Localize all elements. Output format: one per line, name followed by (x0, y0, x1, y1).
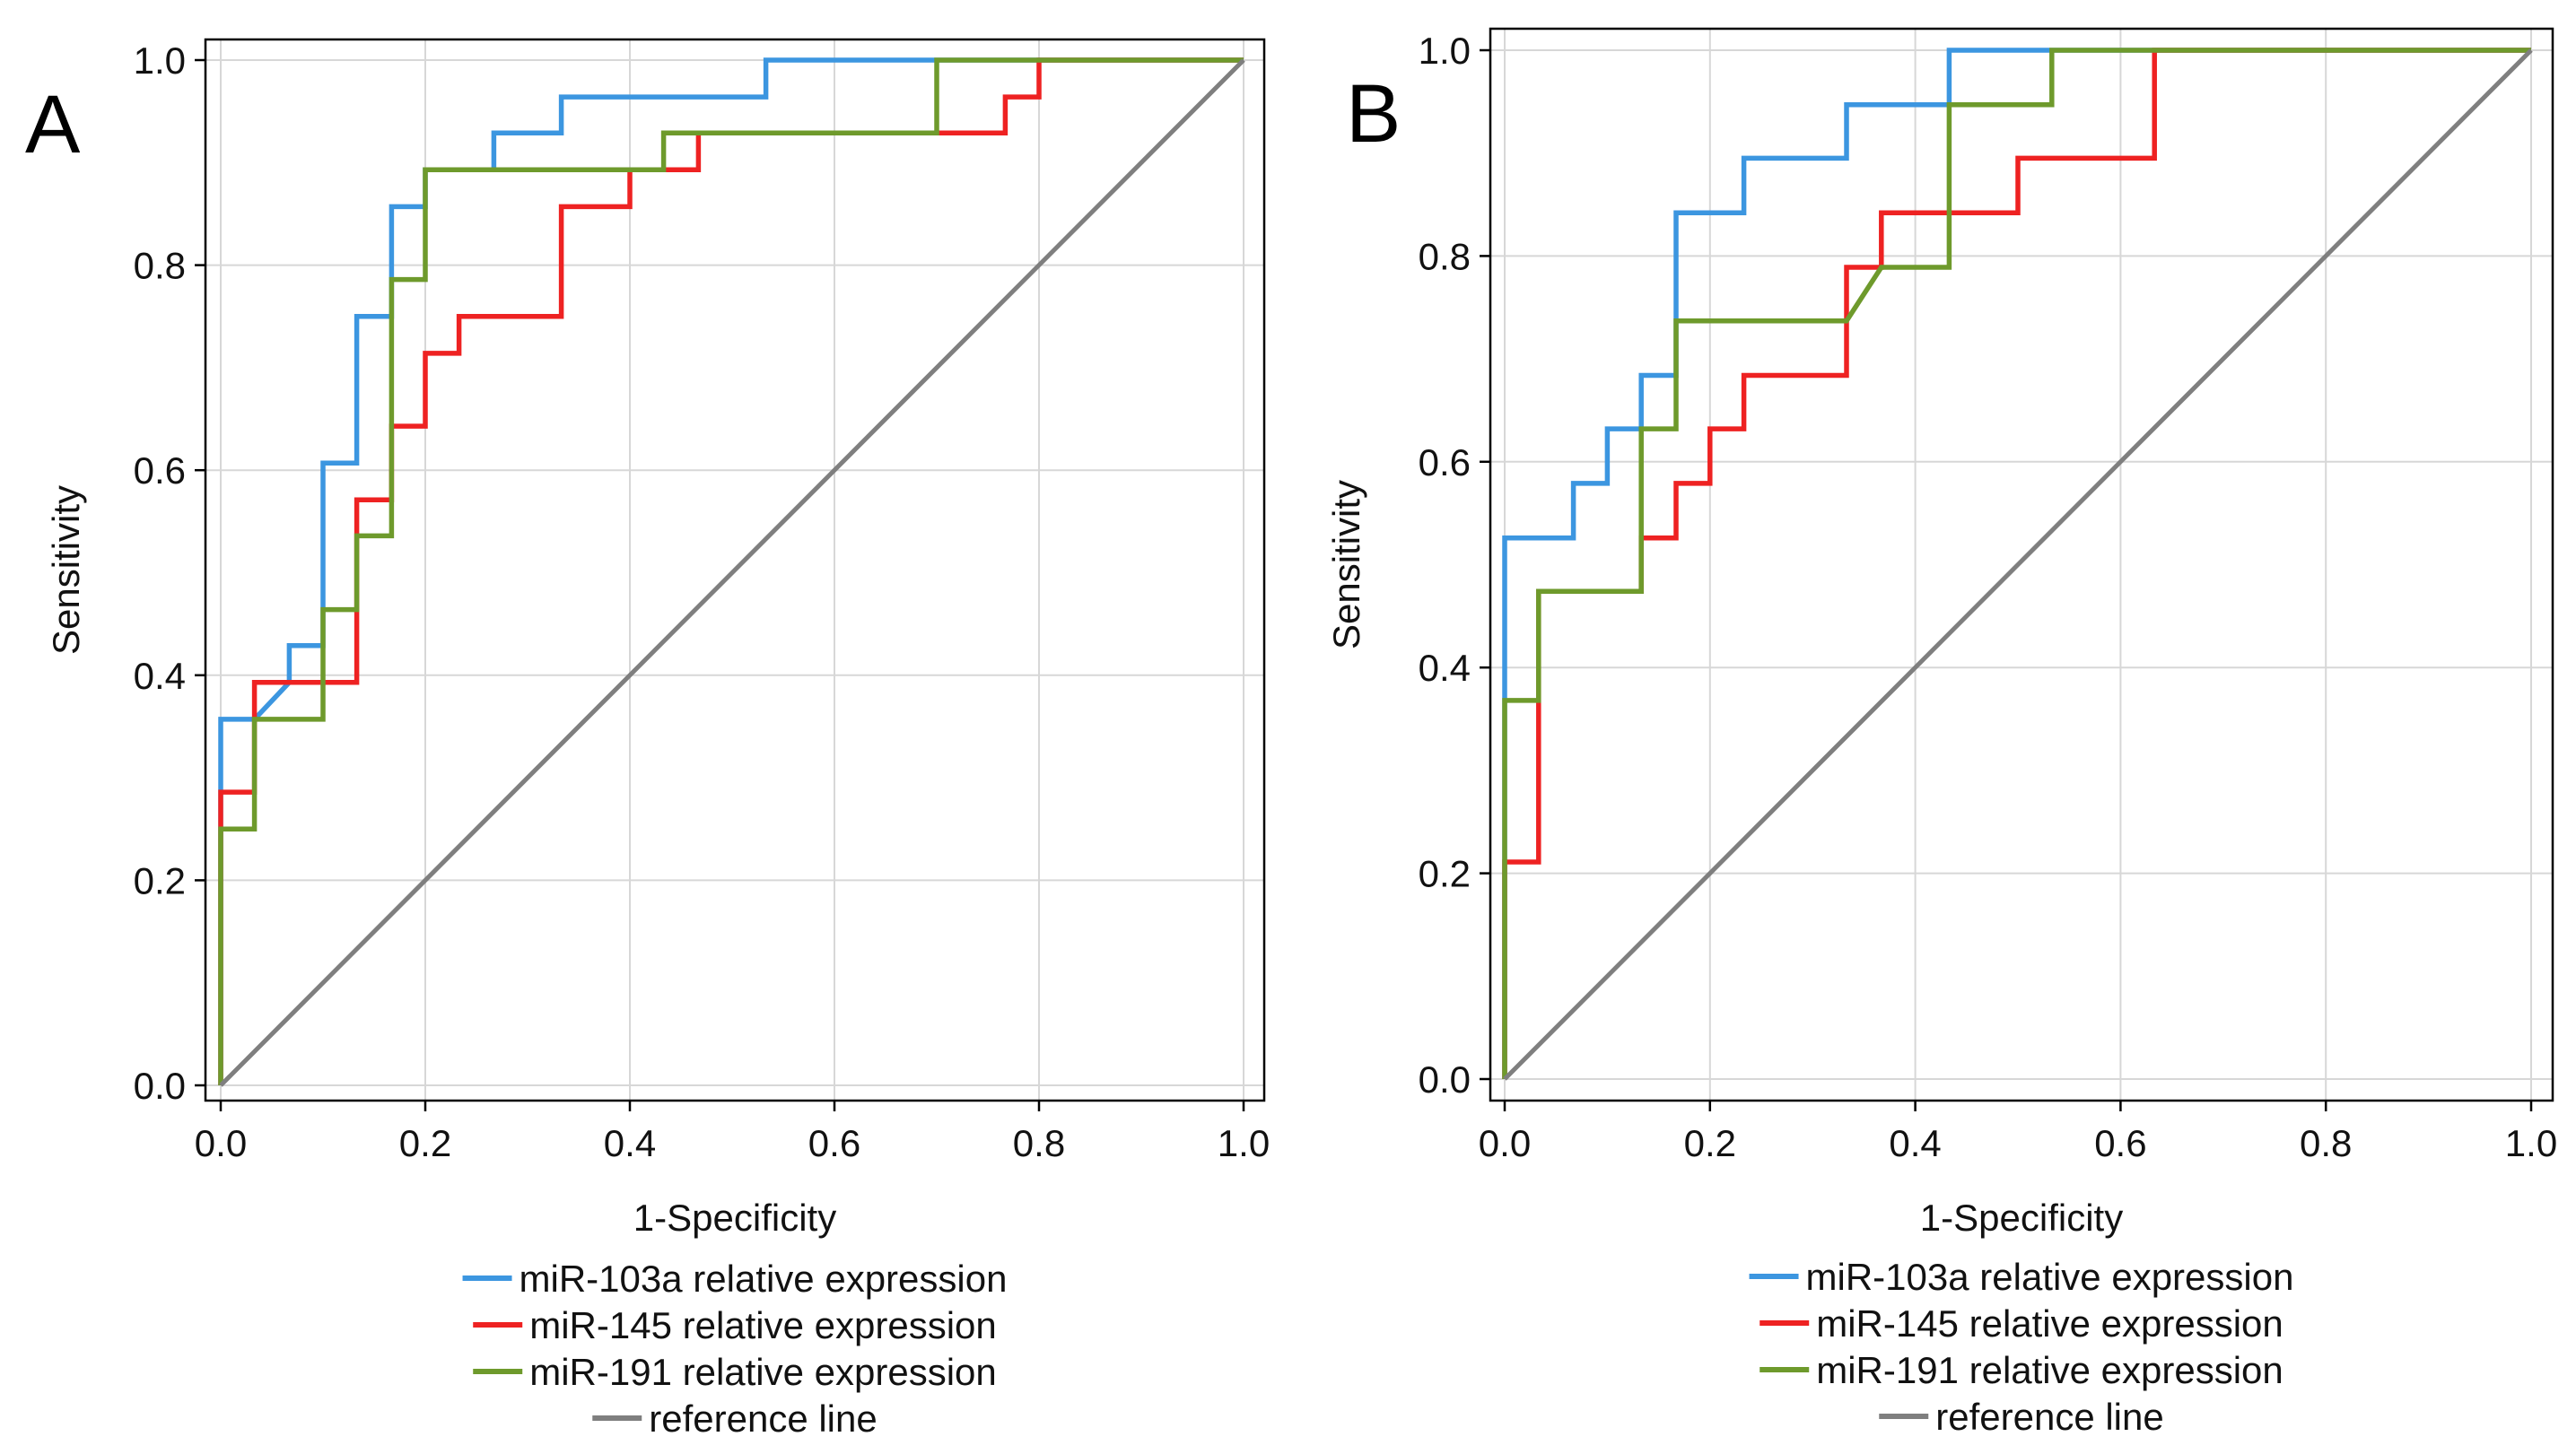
chart-panel-a: 0.00.0 0.2 0.2 0.4 0.4 0.6 0.6 0.8 0.8 1.0 1.0 1-Sp… (25, 38, 1270, 1440)
y-tick-label: 1.0 (134, 39, 186, 82)
legend-item: miR-191 relative expression (473, 1351, 997, 1393)
x-tick-label: 0.6 (2094, 1122, 2146, 1164)
legend-label: miR-103a relative expression (520, 1258, 1008, 1300)
legend-label: miR-145 relative expression (529, 1304, 997, 1346)
x-axis-label: 1-Specificity (1920, 1197, 2123, 1239)
legend-item: miR-145 relative expression (473, 1304, 997, 1346)
series-line-mir191 (218, 57, 1244, 1085)
x-tick-label: 0.2 (1684, 1122, 1736, 1164)
panel-letter: A (25, 79, 81, 170)
x-tick-label: 0.4 (604, 1122, 656, 1164)
y-tick-label: 0.8 (1419, 235, 1471, 277)
y-tick-label: 1.0 (1419, 30, 1471, 72)
x-axis-label: 1-Specificity (633, 1197, 836, 1239)
legend-label: reference line (649, 1397, 877, 1440)
legend-item: miR-191 relative expression (1760, 1349, 2283, 1391)
y-tick-label: 0.6 (134, 449, 186, 492)
plot-frame (1489, 27, 2554, 1102)
x-tick-label: 0.8 (1013, 1122, 1065, 1164)
y-tick-label: 0.0 (1419, 1058, 1471, 1101)
x-tick-label: 0.4 (1889, 1122, 1941, 1164)
y-axis-label: Sensitivity (1325, 480, 1367, 649)
y-tick-label: 0.2 (134, 859, 186, 901)
chart-panel-b: 0.00.0 0.2 0.2 0.4 0.4 0.6 0.6 0.8 0.8 1.0 1.0 1-Sp… (1325, 27, 2557, 1438)
legend-label: miR-103a relative expression (1806, 1256, 2294, 1298)
y-tick-label: 0.4 (1419, 647, 1471, 689)
plot-frame (204, 38, 1266, 1102)
series-line-mir191 (1502, 48, 2531, 1079)
x-tick-label: 1.0 (1218, 1122, 1270, 1164)
x-tick-label: 1.0 (2505, 1122, 2557, 1164)
series-line-reference (219, 58, 1245, 1087)
y-tick-label: 0.8 (134, 245, 186, 287)
legend-label: miR-191 relative expression (1816, 1349, 2283, 1391)
series-line-reference (1503, 48, 2533, 1081)
legend-label: miR-191 relative expression (529, 1351, 997, 1393)
series-line-mir103a (218, 57, 1244, 1085)
x-tick-label: 0.0 (1479, 1122, 1531, 1164)
legend-item: miR-103a relative expression (462, 1258, 1008, 1300)
legend-label: reference line (1935, 1396, 2163, 1438)
y-axis-label: Sensitivity (45, 485, 87, 655)
y-tick-label: 0.4 (134, 655, 186, 697)
x-tick-label: 0.8 (2300, 1122, 2352, 1164)
y-tick-label: 0.2 (1419, 853, 1471, 895)
legend-label: miR-145 relative expression (1816, 1302, 2283, 1345)
panel-letter: B (1346, 68, 1401, 160)
y-tick-label: 0.0 (134, 1065, 186, 1107)
x-tick-label: 0.6 (808, 1122, 860, 1164)
legend-item: miR-145 relative expression (1760, 1302, 2283, 1345)
x-tick-label: 0.2 (399, 1122, 451, 1164)
x-tick-label: 0.0 (195, 1122, 247, 1164)
legend-item: reference line (1879, 1396, 2164, 1438)
legend-item: reference line (592, 1397, 878, 1440)
y-tick-label: 0.6 (1419, 441, 1471, 483)
legend-item: miR-103a relative expression (1749, 1256, 2294, 1298)
